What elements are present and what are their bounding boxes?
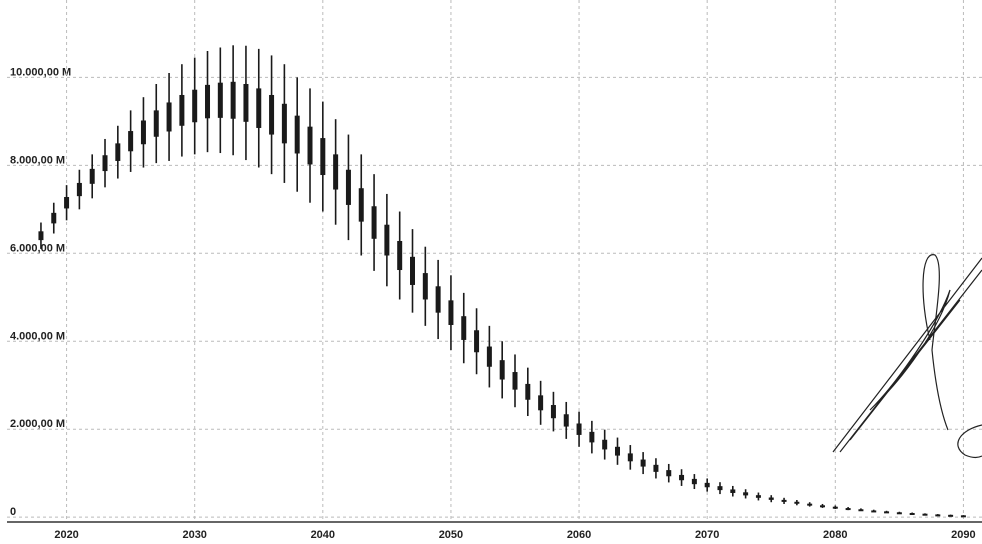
box [410,256,416,285]
box [512,372,518,390]
box [140,120,146,145]
box [422,273,428,300]
box [102,155,108,172]
box [115,143,121,161]
signature [832,254,982,458]
box [730,489,736,493]
y-tick-label: 10.000,00 M [10,66,71,78]
y-tick-label: 2.000,00 M [10,418,65,430]
box [576,423,582,435]
box [704,482,710,488]
box [230,81,236,119]
x-tick-label: 2060 [567,529,591,541]
box [550,405,556,419]
box [948,514,954,517]
box [256,88,262,128]
box [755,495,761,498]
box [128,131,134,152]
box [538,395,544,411]
box [781,499,787,502]
box [474,330,480,353]
box [192,89,198,123]
box [499,360,505,380]
box [807,503,813,506]
box [307,126,313,165]
box [871,510,877,513]
y-tick-label: 6.000,00 M [10,242,65,254]
box [589,431,595,443]
x-tick-label: 2030 [182,529,206,541]
box [461,316,467,340]
box [819,505,825,508]
x-tick-label: 2050 [439,529,463,541]
box [76,182,82,197]
box [563,414,569,427]
box [602,439,608,450]
box [294,115,300,154]
box [153,110,159,137]
box [243,83,249,122]
box [345,169,351,205]
box [217,82,223,118]
box [89,168,95,184]
box [768,497,774,500]
x-tick-label: 2020 [54,529,78,541]
box [896,512,902,515]
box [525,383,531,400]
box [653,464,659,472]
box [333,154,339,190]
x-tick-label: 2070 [695,529,719,541]
box [845,508,851,511]
box [435,286,441,313]
box [281,103,287,144]
box [717,486,723,491]
box [486,346,492,367]
box [922,513,928,516]
box [448,300,454,325]
box [884,511,890,514]
box [179,94,185,126]
box [691,478,697,485]
box [960,515,966,518]
box [858,509,864,512]
box [320,138,326,176]
box [666,470,672,477]
y-tick-label: 8.000,00 M [10,154,65,166]
box [935,514,941,517]
box [64,197,70,209]
box [640,459,646,467]
box [51,212,57,224]
box [832,506,838,509]
box [679,474,685,481]
box [384,224,390,256]
box [166,102,172,132]
box [909,512,915,515]
box [397,240,403,271]
box [794,501,800,504]
box [269,94,275,135]
x-tick-label: 2080 [823,529,847,541]
box [743,492,749,496]
box [38,231,44,241]
box [627,453,633,462]
box [371,206,377,239]
box [358,188,364,222]
x-tick-label: 2040 [311,529,335,541]
y-tick-label: 0 [10,506,16,518]
box [205,84,211,119]
box [614,446,620,456]
y-tick-label: 4.000,00 M [10,330,65,342]
x-tick-label: 2090 [951,529,975,541]
